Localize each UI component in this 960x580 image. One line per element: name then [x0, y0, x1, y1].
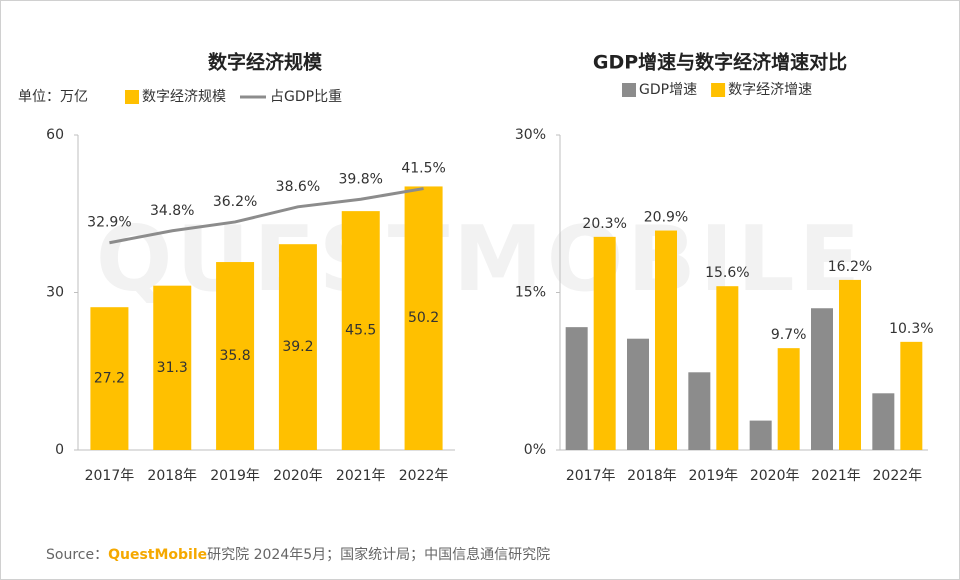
- bar: [153, 285, 192, 450]
- x-tick-label: 2019年: [689, 468, 739, 484]
- x-tick-label: 2021年: [811, 468, 861, 484]
- x-tick-label: 2017年: [566, 468, 616, 484]
- bar: [341, 211, 380, 450]
- x-tick-label: 2017年: [85, 468, 135, 484]
- bar: [655, 230, 677, 450]
- bar: [90, 307, 129, 450]
- value-label: 34.8%: [150, 203, 194, 219]
- legend-swatch: [711, 83, 726, 97]
- value-label: 39.8%: [339, 171, 383, 187]
- value-label: 16.2%: [828, 259, 872, 275]
- chart-title: GDP增速与数字经济增速对比: [593, 51, 847, 74]
- y-tick-label: 30: [46, 285, 64, 301]
- legend-label: 占GDP比重: [270, 89, 342, 105]
- legend-swatch: [622, 83, 636, 97]
- value-label: 35.8: [219, 348, 250, 364]
- value-label: 38.6%: [276, 179, 320, 195]
- x-tick-label: 2020年: [750, 468, 800, 484]
- x-tick-label: 2018年: [627, 468, 677, 484]
- y-tick-label: 15%: [515, 285, 546, 301]
- line: [109, 187, 424, 245]
- bar: [565, 327, 588, 450]
- source: Source：QuestMobile研究院 2024年5月；国家统计局；中国信息…: [46, 546, 550, 563]
- value-label: 41.5%: [401, 161, 445, 177]
- x-tick-label: 2022年: [399, 468, 449, 484]
- value-label: 27.2: [94, 371, 125, 387]
- legend-swatch: [125, 90, 139, 104]
- source-brand: QuestMobile: [108, 547, 207, 563]
- legend-label: 数字经济规模: [142, 89, 226, 105]
- y-tick-label: 0%: [524, 442, 546, 458]
- x-tick-label: 2021年: [336, 468, 386, 484]
- bar: [749, 420, 772, 450]
- value-label: 20.3%: [582, 216, 626, 232]
- y-tick-label: 0: [55, 442, 64, 458]
- y-tick-label: 30%: [515, 127, 546, 143]
- x-tick-label: 2019年: [210, 468, 260, 484]
- value-label: 20.9%: [644, 210, 688, 226]
- value-label: 39.2: [282, 339, 313, 355]
- x-tick-label: 2018年: [147, 468, 197, 484]
- legend-label: 数字经济增速: [728, 82, 812, 98]
- bar: [593, 236, 616, 450]
- bar: [777, 348, 800, 450]
- bar: [278, 244, 317, 450]
- value-label: 15.6%: [705, 265, 749, 281]
- y-tick-label: 60: [46, 127, 64, 143]
- value-label: 9.7%: [771, 327, 807, 343]
- bar: [404, 186, 443, 450]
- x-tick-label: 2020年: [273, 468, 323, 484]
- source-text: 研究院 2024年5月；国家统计局；中国信息通信研究院: [207, 546, 550, 563]
- source-prefix: Source：: [46, 547, 108, 563]
- bar: [811, 308, 833, 450]
- value-label: 45.5: [345, 323, 376, 339]
- value-label: 36.2%: [213, 194, 257, 210]
- unit-label: 单位：万亿: [18, 89, 88, 105]
- bar: [872, 393, 895, 450]
- bar: [900, 341, 923, 450]
- value-label: 31.3: [157, 360, 188, 376]
- value-label: 32.9%: [87, 215, 131, 231]
- bar: [716, 286, 739, 450]
- bar: [216, 262, 255, 450]
- x-tick-label: 2022年: [873, 468, 923, 484]
- bar: [627, 338, 649, 450]
- chart-title: 数字经济规模: [208, 51, 323, 74]
- bar: [688, 372, 711, 450]
- value-label: 50.2: [408, 310, 439, 326]
- bar: [839, 279, 861, 450]
- value-label: 10.3%: [889, 321, 933, 337]
- legend-label: GDP增速: [639, 82, 697, 98]
- watermark: QUESTMOBILE: [96, 207, 864, 312]
